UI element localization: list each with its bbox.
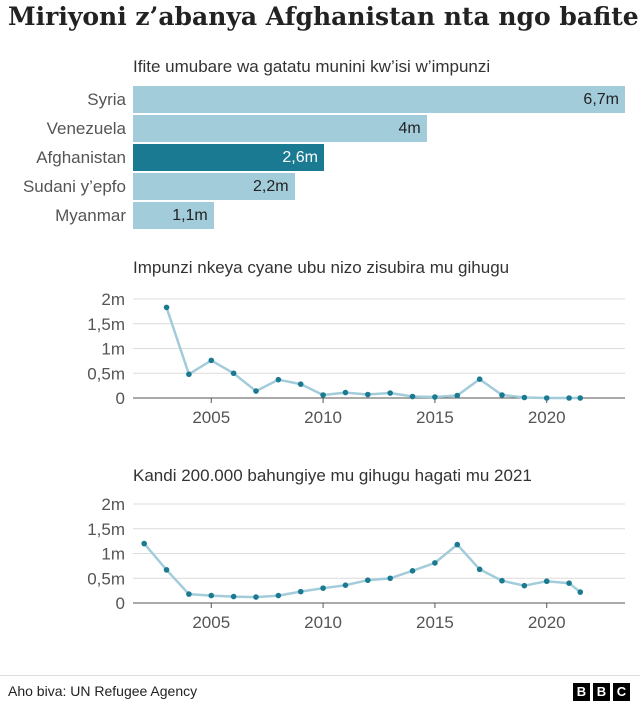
series-line — [165, 307, 581, 400]
data-point — [275, 592, 282, 599]
bar-category-label: Syria — [87, 90, 126, 109]
data-point — [409, 393, 416, 400]
refugee-bar-chart: Syria 6,7m Venezuela 4m Afghanistan 2,6m Sudan… — [0, 86, 640, 236]
data-point — [163, 304, 170, 311]
data-point — [253, 388, 259, 394]
data-point — [566, 395, 572, 401]
data-point — [253, 594, 259, 600]
y-tick-label: 1m — [101, 545, 125, 564]
bbc-logo-letter: C — [613, 683, 630, 701]
y-tick-label: 0 — [116, 594, 125, 613]
data-point — [208, 357, 215, 364]
bar: 4m — [133, 115, 427, 142]
data-point — [432, 560, 438, 566]
bar: 1,1m — [133, 202, 214, 229]
data-point — [577, 395, 584, 401]
bar-chart-subtitle: Ifite umubare wa gatatu munini kw’isi w’… — [133, 57, 491, 76]
data-point — [521, 394, 528, 401]
chart-title: Miriyoni z’abanya Afghanistan nta ngo ba… — [8, 2, 639, 31]
data-point — [577, 589, 584, 595]
bar-value-label: 2,2m — [252, 178, 289, 195]
bar: 2,6m — [133, 144, 324, 171]
data-point — [230, 593, 237, 600]
data-point — [320, 585, 326, 591]
data-point — [476, 566, 483, 573]
data-point — [432, 394, 438, 400]
data-point — [387, 575, 393, 582]
y-tick-label: 1m — [101, 340, 125, 359]
bar: 2,2m — [133, 173, 295, 200]
data-point — [297, 381, 304, 387]
bar-row: Myanmar 1,1m — [0, 202, 640, 229]
displaced-chart-subtitle: Kandi 200.000 bahungiye mu gihugu hagati… — [133, 466, 532, 485]
data-point — [297, 588, 304, 595]
data-point — [141, 540, 147, 547]
data-point — [230, 370, 237, 377]
bar-row: Syria 6,7m — [0, 86, 640, 113]
bar-value-label: 1,1m — [172, 207, 208, 224]
data-point — [499, 392, 505, 398]
bar-value-label: 2,6m — [282, 149, 318, 166]
source-note: Aho biva: UN Refugee Agency — [8, 683, 198, 699]
data-point — [476, 376, 483, 382]
data-point — [365, 577, 371, 584]
bar-row: Venezuela 4m — [0, 115, 640, 142]
y-tick-label: 0,5m — [87, 364, 125, 383]
y-tick-label: 0,5m — [87, 569, 125, 588]
displaced-line-chart: 0 0,5m 1m 1,5m 2m 2005 2010 2015 2020 — [87, 495, 625, 632]
bar-row: Sudani y’epfo 2,2m — [0, 173, 640, 200]
y-tick-label: 0 — [116, 389, 125, 408]
y-tick-label: 2m — [101, 290, 125, 309]
data-point — [275, 376, 282, 383]
bar-value-label: 4m — [398, 120, 421, 137]
bar-category-label: Venezuela — [46, 119, 126, 138]
data-point — [186, 371, 192, 378]
x-tick-label: 2010 — [304, 408, 342, 427]
data-point — [387, 390, 393, 396]
x-tick-label: 2015 — [416, 408, 454, 427]
series-line — [143, 542, 582, 599]
data-point — [365, 391, 371, 398]
returns-line-chart: 0 0,5m 1m 1,5m 2m 2005 2010 2015 2020 — [87, 290, 625, 427]
data-point — [342, 389, 349, 396]
y-tick-label: 2m — [101, 495, 125, 514]
data-point — [342, 582, 349, 588]
data-point — [320, 392, 326, 398]
bar-category-label: Myanmar — [55, 206, 126, 225]
data-point — [543, 395, 550, 401]
x-tick-label: 2005 — [192, 408, 230, 427]
data-point — [499, 577, 505, 584]
x-tick-label: 2020 — [528, 613, 566, 632]
bbc-logo: B B C — [573, 683, 630, 701]
y-tick-label: 1,5m — [87, 315, 125, 334]
x-tick-label: 2020 — [528, 408, 566, 427]
data-point — [454, 541, 461, 548]
y-tick-label: 1,5m — [87, 520, 125, 539]
bar-category-label: Sudani y’epfo — [22, 177, 126, 196]
data-point — [163, 567, 170, 573]
bar-category-label: Afghanistan — [36, 148, 126, 167]
x-tick-label: 2015 — [416, 613, 454, 632]
bbc-logo-letter: B — [593, 683, 610, 701]
data-point — [186, 591, 192, 597]
data-point — [409, 568, 416, 574]
returns-chart-subtitle: Impunzi nkeya cyane ubu nizo zisubira mu… — [133, 258, 510, 277]
bar-row: Afghanistan 2,6m — [0, 144, 640, 171]
bbc-logo-letter: B — [573, 683, 590, 701]
data-point — [566, 580, 572, 586]
data-point — [543, 578, 550, 585]
bar-value-label: 6,7m — [583, 91, 619, 108]
x-tick-label: 2005 — [192, 613, 230, 632]
data-point — [521, 582, 528, 589]
data-point — [454, 392, 461, 399]
x-tick-label: 2010 — [304, 613, 342, 632]
data-point — [208, 592, 215, 599]
bar: 6,7m — [133, 86, 625, 113]
footer-divider — [0, 675, 640, 676]
